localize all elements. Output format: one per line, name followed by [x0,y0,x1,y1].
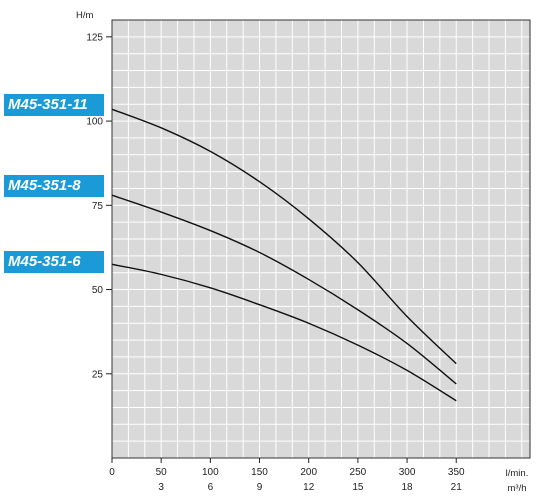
x-tick-label-primary: 250 [350,467,367,478]
x-axis-label-secondary: m³/h [508,483,527,494]
series-lines [111,108,457,402]
series-line-m45-351-6 [111,263,457,402]
x-tick-label-secondary: 12 [303,482,315,493]
series-line-m45-351-8 [111,194,457,385]
x-tick-label-secondary: 21 [451,482,463,493]
y-tick-label: 50 [92,285,104,296]
y-tick-label: 25 [92,369,104,380]
x-tick-label-primary: 300 [399,467,416,478]
x-tick-label-primary: 100 [202,467,219,478]
plot-frame [111,19,531,459]
x-tick-label-secondary: 9 [257,482,263,493]
curve-label-m45-351-11: M45-351-11 [4,94,104,116]
curve-label-text: M45-351-11 [8,96,88,113]
curve-label-text: M45-351-6 [8,253,81,270]
axes [106,19,531,463]
x-tick-label-primary: 350 [448,467,465,478]
x-tick-label-secondary: 6 [208,482,214,493]
x-tick-label-secondary: 18 [401,482,413,493]
x-tick-label-secondary: 15 [352,482,364,493]
y-tick-label: 100 [86,117,103,128]
y-tick-label: 125 [86,32,103,43]
grid-lines [111,19,530,459]
curve-label-m45-351-8: M45-351-8 [4,175,104,197]
y-axis-label: H/m [76,10,94,21]
y-tick-label: 75 [92,201,104,212]
x-tick-label-primary: 200 [300,467,317,478]
x-tick-label-primary: 0 [109,467,115,478]
curve-label-m45-351-6: M45-351-6 [4,251,104,273]
x-axis-label-primary: l/min. [506,468,529,479]
curve-label-text: M45-351-8 [8,177,81,194]
x-tick-label-primary: 50 [156,467,168,478]
series-line-m45-351-11 [111,108,457,365]
x-tick-label-primary: 150 [251,467,268,478]
tick-labels: 25 50 75 100 125 H/m 0 50 100 150 200 250 300 350 3 6 9 1… [76,10,528,494]
x-tick-label-secondary: 3 [158,482,164,493]
